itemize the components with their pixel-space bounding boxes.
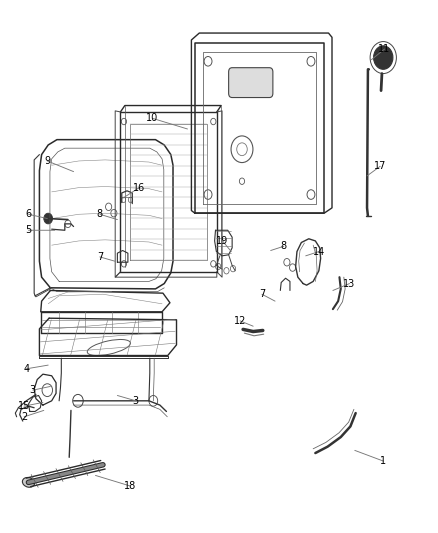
Ellipse shape bbox=[22, 478, 35, 487]
Text: 15: 15 bbox=[18, 401, 30, 411]
Text: 9: 9 bbox=[44, 156, 50, 166]
Text: 12: 12 bbox=[234, 316, 246, 326]
Text: 7: 7 bbox=[259, 289, 265, 299]
Text: 3: 3 bbox=[30, 385, 36, 395]
Text: 17: 17 bbox=[374, 161, 386, 171]
Text: 7: 7 bbox=[97, 252, 103, 262]
Circle shape bbox=[374, 46, 393, 69]
Text: 5: 5 bbox=[25, 225, 32, 235]
Text: 2: 2 bbox=[21, 412, 27, 422]
Text: 10: 10 bbox=[146, 114, 159, 123]
Circle shape bbox=[44, 213, 53, 224]
Text: 14: 14 bbox=[313, 247, 325, 256]
Text: 11: 11 bbox=[378, 44, 391, 54]
Text: 19: 19 bbox=[216, 236, 229, 246]
Text: 6: 6 bbox=[25, 209, 32, 219]
Text: 8: 8 bbox=[97, 209, 103, 219]
FancyBboxPatch shape bbox=[229, 68, 273, 98]
Text: 4: 4 bbox=[23, 364, 29, 374]
Text: 3: 3 bbox=[133, 396, 139, 406]
Text: 1: 1 bbox=[380, 456, 386, 466]
Text: 8: 8 bbox=[281, 241, 287, 251]
Text: 18: 18 bbox=[124, 481, 137, 491]
Text: 16: 16 bbox=[133, 183, 145, 192]
Text: 13: 13 bbox=[343, 279, 356, 288]
